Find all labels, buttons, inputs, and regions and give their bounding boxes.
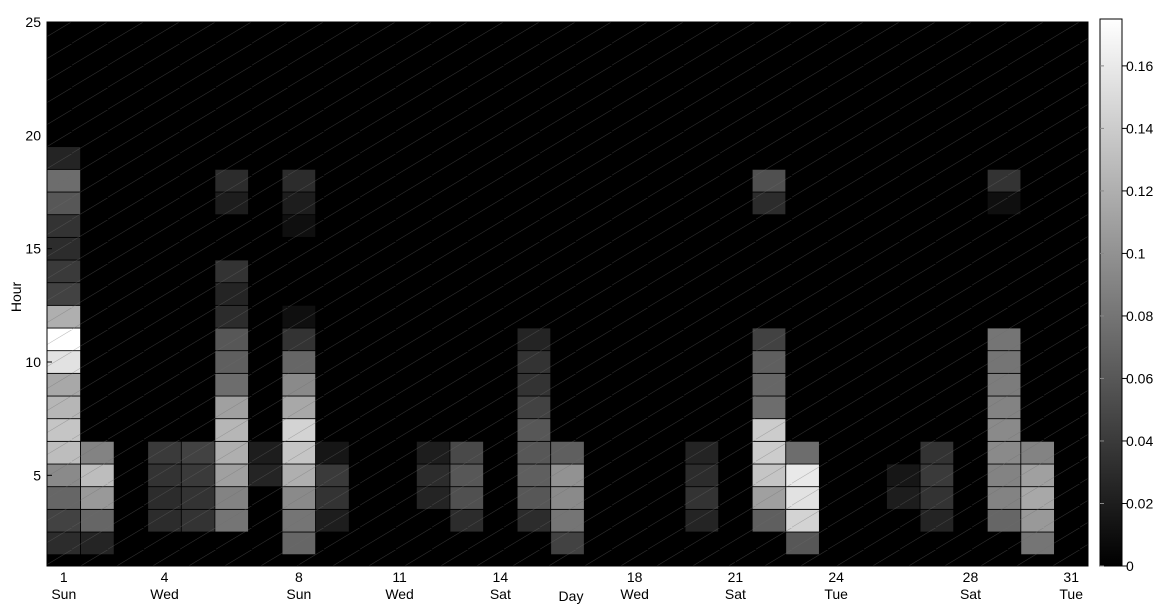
x-axis-label: Day [559,588,584,604]
y-tick-label: 20 [25,127,41,143]
plot-area [46,21,1089,567]
y-tick-label: 25 [25,14,41,30]
x-tick-label-day: 18 [627,569,643,585]
y-tick-label: 15 [25,241,41,257]
colorbar-tick-label: 0 [1126,558,1134,574]
x-tick-label-weekday: Tue [1059,586,1083,602]
colorbar-tick-label: 0.1 [1126,245,1146,261]
y-axis: 5 10 15 20 25 [25,14,52,483]
colorbar-tick-label: 0.16 [1126,58,1153,74]
x-tick-label-weekday: Tue [824,586,848,602]
x-tick-label-day: 1 [60,569,68,585]
x-tick-label-day: 21 [728,569,744,585]
x-tick-label-day: 24 [828,569,844,585]
x-tick-label-weekday: Sat [490,586,511,602]
x-tick-label-day: 28 [963,569,979,585]
x-tick-label-weekday: Wed [620,586,649,602]
colorbar-tick-label: 0.12 [1126,183,1153,199]
x-axis: 1Sun4Wed8Sun11Wed14Sat18Wed21Sat24Tue28S… [51,561,1083,602]
x-tick-label-day: 11 [392,569,407,585]
x-tick-label-weekday: Sat [725,586,746,602]
x-tick-label-day: 31 [1063,569,1079,585]
colorbar-tick-label: 0.06 [1126,370,1153,386]
x-tick-label-day: 8 [295,569,303,585]
x-tick-label-weekday: Wed [150,586,179,602]
x-tick-label-day: 14 [493,569,509,585]
x-tick-label-weekday: Sun [51,586,76,602]
y-axis-label: Hour [8,281,24,312]
hatch-overlay [47,22,1088,566]
colorbar: 0 0.02 0.04 0.06 0.08 0.1 0.12 0.14 0.16 [1099,18,1153,574]
x-tick-label-day: 4 [161,569,169,585]
colorbar-tick-label: 0.08 [1126,308,1153,324]
plot-frame [46,21,1089,567]
colorbar-tick-label: 0.04 [1126,433,1153,449]
colorbar-tick-label: 0.14 [1126,120,1153,136]
y-tick-label: 10 [25,354,41,370]
y-tick-label: 5 [33,467,41,483]
colorbar-tick-label: 0.02 [1126,495,1153,511]
x-tick-label-weekday: Sat [960,586,981,602]
x-tick-label-weekday: Wed [385,586,414,602]
x-tick-label-weekday: Sun [286,586,311,602]
colorbar-gradient [1099,18,1123,567]
